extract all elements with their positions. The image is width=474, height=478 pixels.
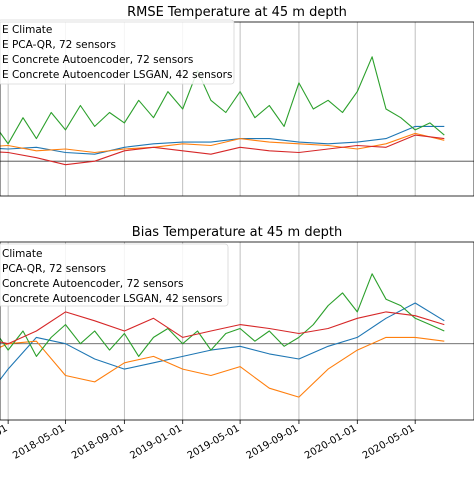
- legend-entry: E Climate: [2, 24, 52, 36]
- legend-box: [0, 19, 235, 85]
- legend-entry: E Concrete Autoencoder, 72 sensors: [2, 54, 193, 66]
- axes-frame: [0, 21, 474, 197]
- x-tick-label: 2020-05-01: [361, 423, 417, 462]
- legend-entry: Concrete Autoencoder LSGAN, 42 sensors: [2, 293, 222, 305]
- x-tick-label: 2019-01-01: [128, 423, 184, 462]
- chart-title: RMSE Temperature at 45 m depth: [127, 5, 347, 20]
- legend-entry: Concrete Autoencoder, 72 sensors: [2, 278, 183, 290]
- x-tick-label: 2020-01-01: [303, 423, 359, 462]
- legend: Climate PCA-QR, 72 sensors Concrete Autoen…: [0, 243, 229, 307]
- legend-entry: PCA-QR, 72 sensors: [2, 263, 106, 275]
- x-tick-label: 2019-05-01: [186, 423, 242, 462]
- legend-box: [0, 243, 229, 307]
- x-tick-label: 2018-09-01: [70, 423, 126, 462]
- x-tick-label: 2019-09-01: [245, 423, 301, 462]
- series-line-3: [0, 311, 445, 345]
- bias-panel: Bias Temperature at 45 m depth Climate PCA…: [0, 225, 474, 421]
- axes-frame: [0, 241, 474, 421]
- series-line-0: [0, 302, 445, 381]
- series-line-3: [0, 134, 445, 166]
- x-axis-tick-labels: 2018-01-01 2018-05-01 2018-09-01 2019-01-01…: [0, 420, 417, 462]
- legend-entry: E PCA-QR, 72 sensors: [2, 39, 116, 51]
- series-line-2: [0, 56, 445, 145]
- legend-entry: Climate: [2, 248, 42, 260]
- x-tick-label: 2018-01-01: [0, 423, 10, 462]
- series-line-2: [0, 273, 445, 357]
- series-line-0: [0, 125, 445, 155]
- x-tick-label: 2018-05-01: [11, 423, 67, 462]
- series-line-1: [0, 132, 445, 154]
- series-line-1: [0, 336, 445, 398]
- chart-title: Bias Temperature at 45 m depth: [132, 225, 342, 240]
- legend-entry: E Concrete Autoencoder LSGAN, 42 sensors: [2, 69, 232, 81]
- legend: E Climate E PCA-QR, 72 sensors E Concrete …: [0, 19, 235, 85]
